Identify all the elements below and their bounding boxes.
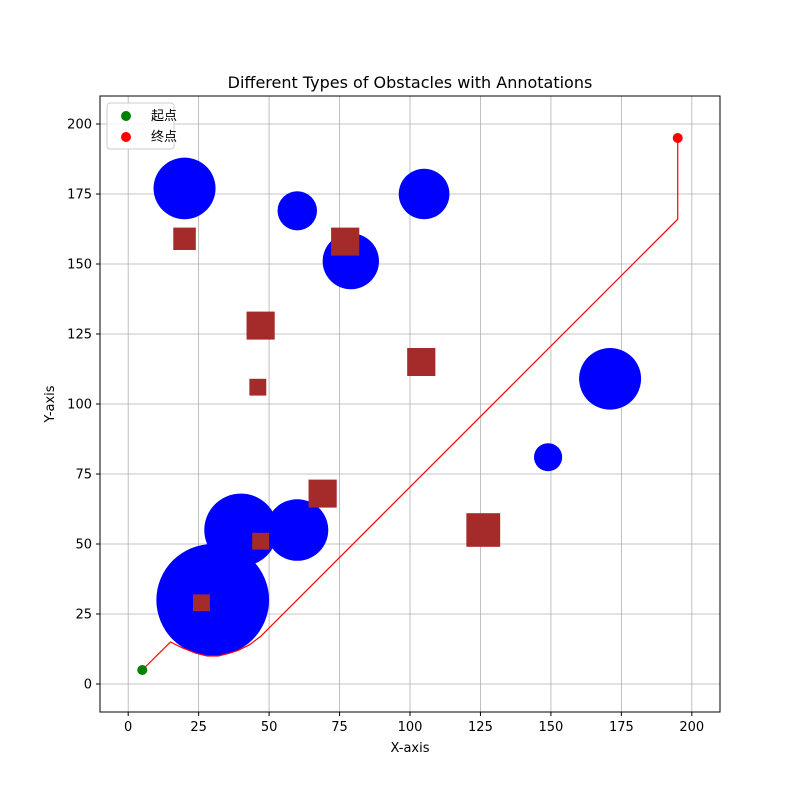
legend-label-goal: 终点 xyxy=(151,129,177,145)
legend-marker-start xyxy=(121,111,131,121)
y-tick-label: 200 xyxy=(67,118,92,133)
path-layer xyxy=(141,138,679,671)
x-tick-label: 0 xyxy=(124,720,132,735)
goal-point xyxy=(672,133,683,143)
y-tick-label: 100 xyxy=(67,398,92,413)
x-tick-label: 25 xyxy=(190,720,207,735)
square-obstacle xyxy=(173,227,196,250)
legend-label-start: 起点 xyxy=(151,109,177,124)
x-tick-label: 150 xyxy=(538,720,563,735)
y-tick-label: 0 xyxy=(84,678,92,693)
square-obstacle xyxy=(407,348,436,376)
y-tick-label: 125 xyxy=(67,328,92,343)
grid xyxy=(100,96,720,712)
square-obstacle xyxy=(252,532,270,550)
x-tick-label: 175 xyxy=(609,720,634,735)
circle-obstacle xyxy=(534,443,563,472)
y-tick-label: 150 xyxy=(67,258,92,273)
y-tick-label: 50 xyxy=(75,538,92,553)
x-ticks: 0 25 50 75 100 125 150 175 200 xyxy=(124,712,704,735)
circle-obstacle xyxy=(277,191,317,231)
square-obstacle xyxy=(193,594,210,612)
y-axis-label: Y-axis xyxy=(43,385,58,423)
x-tick-label: 200 xyxy=(679,720,704,735)
legend: 起点 终点 xyxy=(106,102,177,150)
x-tick-label: 50 xyxy=(261,720,278,735)
x-tick-label: 75 xyxy=(331,720,348,735)
circle-obstacle xyxy=(266,499,329,561)
square-obstacle xyxy=(249,378,267,396)
y-ticks: 0 25 50 75 100 125 150 175 200 xyxy=(67,118,100,693)
chart-title: Different Types of Obstacles with Annota… xyxy=(228,73,593,92)
y-tick-label: 75 xyxy=(75,468,92,483)
path-line xyxy=(141,138,679,671)
endpoints xyxy=(137,133,683,675)
y-tick-label: 25 xyxy=(75,608,92,623)
circle-obstacle xyxy=(156,544,270,656)
circle-obstacle xyxy=(398,168,450,220)
y-tick-label: 175 xyxy=(67,188,92,203)
square-obstacle xyxy=(308,479,337,508)
start-point xyxy=(137,665,148,675)
square-obstacle xyxy=(466,513,501,547)
square-obstacle xyxy=(246,311,275,340)
x-axis-label: X-axis xyxy=(391,741,430,756)
square-obstacle xyxy=(331,227,360,256)
obstacles xyxy=(153,157,642,656)
legend-marker-goal xyxy=(121,132,131,142)
circle-obstacle xyxy=(579,348,642,410)
x-tick-label: 125 xyxy=(468,720,493,735)
circle-obstacle xyxy=(153,157,216,220)
x-tick-label: 100 xyxy=(398,720,423,735)
